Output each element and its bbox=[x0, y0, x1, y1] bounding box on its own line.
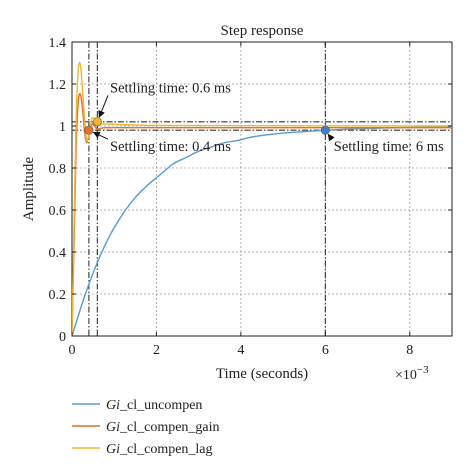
x-tick-label: 0 bbox=[69, 343, 76, 358]
annotation-text: Settling time: 0.4 ms bbox=[110, 139, 231, 155]
legend: Gi_cl_uncompen Gi_cl_compen_gain Gi_cl_com… bbox=[72, 398, 220, 457]
y-tick-label: 0.8 bbox=[49, 162, 67, 177]
y-tick-label: 0.2 bbox=[49, 288, 67, 303]
x-tick-label: 6 bbox=[322, 343, 329, 358]
legend-entry: Gi_cl_compen_gain bbox=[106, 420, 220, 435]
legend-entry: Gi_cl_uncompen bbox=[106, 398, 202, 413]
y-tick-label: 1.2 bbox=[49, 78, 67, 93]
plot-area bbox=[71, 41, 453, 337]
annotation-arrow bbox=[98, 95, 109, 118]
annotation-arrow bbox=[92, 131, 109, 140]
y-tick-label: 0.4 bbox=[49, 246, 67, 261]
annotations: Settling time: 0.6 ms Settling time: 0.4 … bbox=[92, 80, 444, 155]
y-tick-label: 0 bbox=[59, 330, 66, 345]
settling-marker bbox=[92, 117, 102, 127]
settling-reference-lines bbox=[72, 42, 452, 336]
annotation-text: Settling time: 6 ms bbox=[334, 139, 444, 155]
annotation-arrow bbox=[327, 133, 335, 142]
x-axis-label: Time (seconds) bbox=[216, 366, 308, 382]
series-lines bbox=[72, 61, 452, 336]
x-tick-label: 8 bbox=[406, 343, 413, 358]
x-exponent-base: ×10 bbox=[395, 368, 417, 383]
settling-marker bbox=[84, 125, 94, 135]
series-line-2 bbox=[72, 61, 452, 336]
settling-markers bbox=[84, 117, 330, 135]
x-exponent-power: −3 bbox=[417, 364, 429, 376]
y-tick-label: 1 bbox=[59, 120, 66, 135]
y-axis-label: Amplitude bbox=[21, 157, 37, 222]
chart-title: Step response bbox=[221, 23, 304, 39]
series-line-0 bbox=[72, 126, 452, 336]
series-line-1 bbox=[72, 93, 452, 336]
y-tick-label: 1.4 bbox=[49, 36, 67, 51]
x-tick-label: 2 bbox=[153, 343, 160, 358]
annotation-text: Settling time: 0.6 ms bbox=[110, 80, 231, 96]
axis-ticks: 0 2 4 6 8 0 0.2 0.4 0.6 0.8 1 1.2 1.4 bbox=[49, 36, 452, 358]
x-tick-label: 4 bbox=[237, 343, 244, 358]
x-exponent-label: ×10−3 bbox=[395, 364, 429, 383]
settling-marker bbox=[320, 125, 330, 135]
legend-entry: Gi_cl_compen_lag bbox=[106, 442, 213, 457]
y-tick-label: 0.6 bbox=[49, 204, 67, 219]
